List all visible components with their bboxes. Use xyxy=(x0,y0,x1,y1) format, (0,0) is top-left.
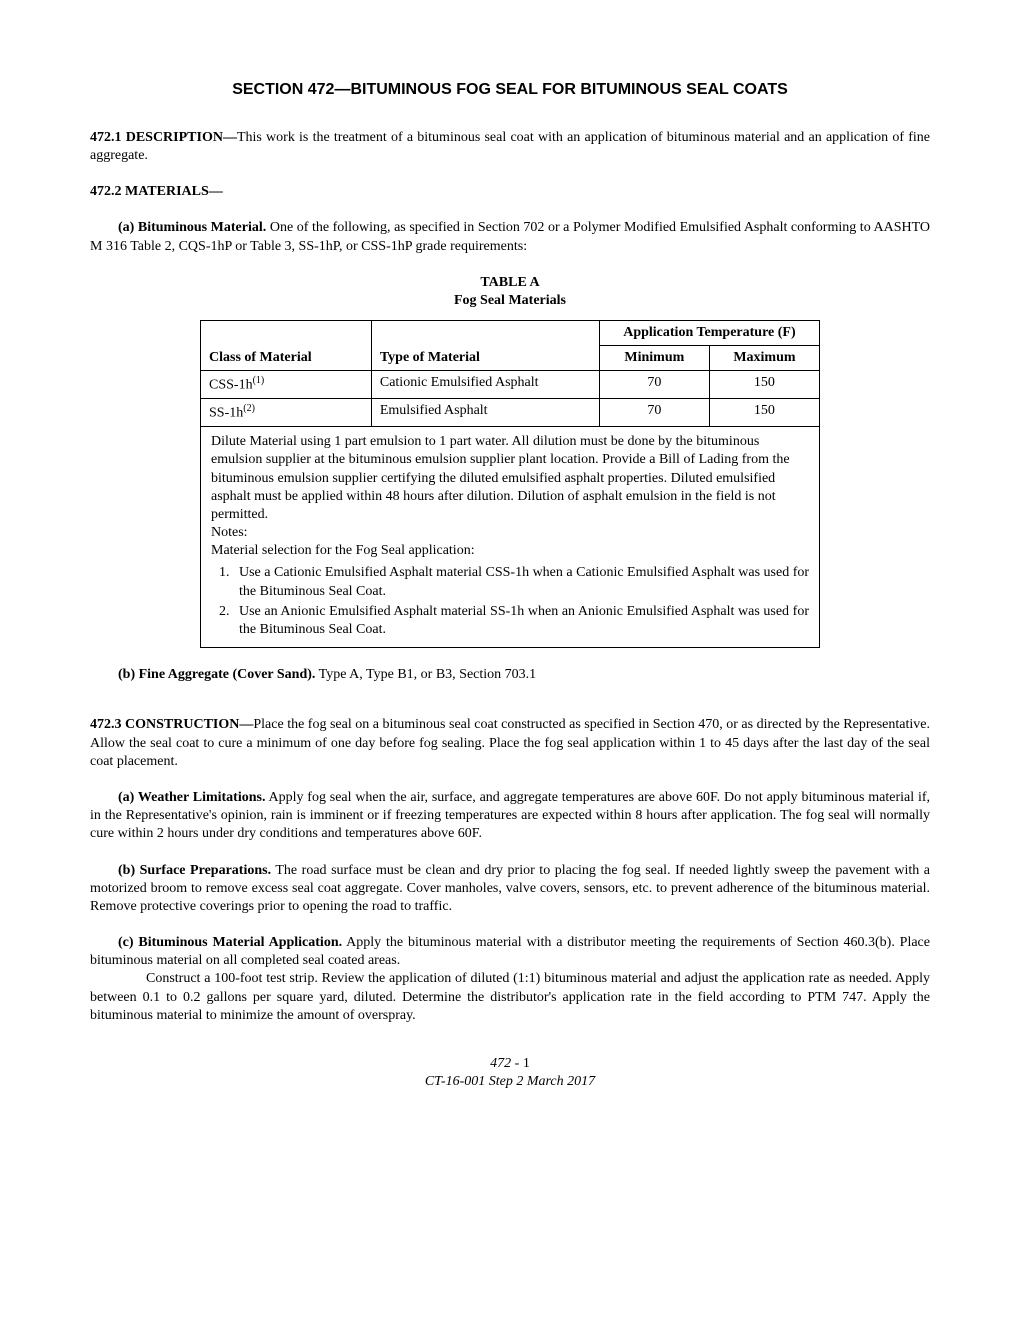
cell-class: CSS-1h(1) xyxy=(201,371,372,399)
cell-min: 70 xyxy=(599,371,709,399)
section-472-3b-head: (b) Surface Preparations. xyxy=(118,863,271,878)
page-footer: 472 - 1 xyxy=(90,1055,930,1073)
cell-class: SS-1h(2) xyxy=(201,399,372,427)
class-sup: (1) xyxy=(253,375,265,386)
col-type: Type of Material xyxy=(371,346,599,371)
section-472-2b: (b) Fine Aggregate (Cover Sand). Type A,… xyxy=(90,666,930,684)
table-notes-row: Dilute Material using 1 part emulsion to… xyxy=(201,427,820,648)
notes-label: Notes: xyxy=(211,524,809,542)
note-2: Use an Anionic Emulsified Asphalt materi… xyxy=(233,603,809,639)
notes-cell: Dilute Material using 1 part emulsion to… xyxy=(201,427,820,648)
section-472-3c-p2: Construct a 100-foot test strip. Review … xyxy=(90,970,930,1025)
footer-page-num: 1 xyxy=(523,1056,530,1071)
notes-para: Dilute Material using 1 part emulsion to… xyxy=(211,433,809,524)
col-class: Class of Material xyxy=(201,346,372,371)
section-472-2-head: 472.2 MATERIALS— xyxy=(90,183,930,201)
section-472-3c-p1: (c) Bituminous Material Application. App… xyxy=(90,934,930,970)
section-472-3-head: 472.3 CONSTRUCTION— xyxy=(90,717,253,732)
section-472-3b: (b) Surface Preparations. The road surfa… xyxy=(90,862,930,917)
footer-date: CT-16-001 Step 2 March 2017 xyxy=(90,1073,930,1091)
footer-page-prefix: 472 - xyxy=(490,1056,523,1071)
table-a-title: TABLE A xyxy=(90,274,930,292)
cell-min: 70 xyxy=(599,399,709,427)
section-472-3c-body2: Construct a 100-foot test strip. Review … xyxy=(90,971,930,1022)
section-472-3a: (a) Weather Limitations. Apply fog seal … xyxy=(90,789,930,844)
section-472-1-head: 472.1 DESCRIPTION— xyxy=(90,130,237,145)
table-row: SS-1h(2) Emulsified Asphalt 70 150 xyxy=(201,399,820,427)
col-min: Minimum xyxy=(599,346,709,371)
section-472-2-label: 472.2 MATERIALS— xyxy=(90,184,223,199)
cell-type: Cationic Emulsified Asphalt xyxy=(371,371,599,399)
section-472-2b-body: Type A, Type B1, or B3, Section 703.1 xyxy=(315,667,536,682)
table-a: Application Temperature (F) Class of Mat… xyxy=(200,320,820,648)
col-max: Maximum xyxy=(709,346,819,371)
table-header-row-1: Application Temperature (F) xyxy=(201,321,820,346)
section-472-2b-head: (b) Fine Aggregate (Cover Sand). xyxy=(118,667,315,682)
section-472-2a: (a) Bituminous Material. One of the foll… xyxy=(90,219,930,255)
cell-max: 150 xyxy=(709,371,819,399)
blank-cell xyxy=(201,321,372,346)
note-1: Use a Cationic Emulsified Asphalt materi… xyxy=(233,564,809,600)
table-row: CSS-1h(1) Cationic Emulsified Asphalt 70… xyxy=(201,371,820,399)
section-472-3: 472.3 CONSTRUCTION—Place the fog seal on… xyxy=(90,716,930,771)
class-sup: (2) xyxy=(243,403,255,414)
class-text: SS-1h xyxy=(209,406,243,421)
table-header-row-2: Class of Material Type of Material Minim… xyxy=(201,346,820,371)
table-a-subtitle: Fog Seal Materials xyxy=(90,292,930,310)
section-472-3a-head: (a) Weather Limitations. xyxy=(118,790,265,805)
section-472-3c-head: (c) Bituminous Material Application. xyxy=(118,935,342,950)
class-text: CSS-1h xyxy=(209,378,253,393)
page-title: SECTION 472—BITUMINOUS FOG SEAL FOR BITU… xyxy=(90,80,930,101)
section-472-2a-head: (a) Bituminous Material. xyxy=(118,220,266,235)
section-472-1: 472.1 DESCRIPTION—This work is the treat… xyxy=(90,129,930,165)
app-temp-header: Application Temperature (F) xyxy=(599,321,819,346)
blank-cell xyxy=(371,321,599,346)
cell-max: 150 xyxy=(709,399,819,427)
cell-type: Emulsified Asphalt xyxy=(371,399,599,427)
notes-list: Use a Cationic Emulsified Asphalt materi… xyxy=(211,564,809,639)
notes-selection: Material selection for the Fog Seal appl… xyxy=(211,542,809,560)
